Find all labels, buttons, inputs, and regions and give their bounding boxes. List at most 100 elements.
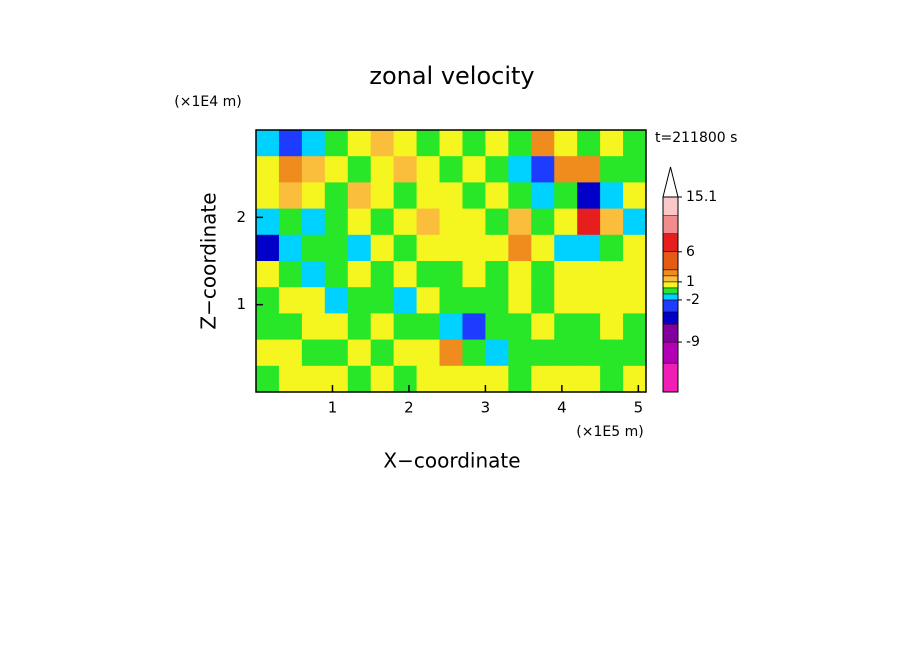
contour-cell [485,339,509,367]
contour-cell [370,261,395,288]
contour-cell [508,339,532,367]
colorbar-tick-label: -2 [686,292,700,308]
contour-cell [301,130,326,157]
contour-cell [370,234,395,262]
contour-cell [623,156,647,183]
plot-frame [255,129,647,393]
x-axis-title: X−coordinate [383,449,520,473]
contour-cell [256,234,280,262]
colorbar-frame [662,196,679,393]
colorbar-tick-label: -9 [686,334,700,350]
contour-cell [416,182,441,210]
contour-cell [577,261,601,288]
colorbar-extension [662,166,679,198]
contour-cell [577,130,601,157]
contour-cell [370,156,395,183]
colorbar-segment [662,251,679,271]
contour-cell [347,287,372,314]
contour-cell [301,287,326,314]
contour-cell [393,208,418,236]
contour-cell [439,156,463,183]
contour-cell [301,208,326,236]
contour-cell [393,287,418,314]
contour-cell [278,313,303,341]
contour-cell [508,130,532,157]
contour-cell [324,130,349,157]
contour-cell [278,156,303,183]
contour-cell [324,208,349,236]
contour-cell [577,156,601,183]
x-unit: (×1E5 m) [576,424,643,440]
contour-cell [508,208,532,236]
contour-cell [324,339,349,367]
contour-cell [439,313,463,341]
contour-cell [485,261,509,288]
contour-cell [256,261,280,288]
contour-cell [531,287,555,314]
contour-cell [439,182,463,210]
contour-cell [462,208,486,236]
colorbar-segment [662,196,679,216]
contour-cell [256,339,280,367]
contour-cell [347,313,372,341]
contour-cell [256,313,280,341]
contour-cell [256,208,280,236]
contour-cell [531,234,555,262]
x-tick-label: 2 [404,399,414,417]
contour-cell [439,339,463,367]
colorbar-segment [662,215,679,234]
contour-cell [554,313,578,341]
contour-cell [600,156,624,183]
contour-cell [416,130,441,157]
contour-cell [416,261,441,288]
contour-cell [508,287,532,314]
contour-cell [531,156,555,183]
contour-cell [256,365,280,393]
contour-cell [439,261,463,288]
contour-cell [554,287,578,314]
contour-cell [278,208,303,236]
contour-cell [370,287,395,314]
y-tick-label: 1 [236,295,246,313]
contour-cell [324,313,349,341]
contour-cell [439,208,463,236]
contour-cell [577,287,601,314]
contour-cell [324,182,349,210]
contour-cell [347,208,372,236]
contour-cell [577,365,601,393]
contour-cell [301,234,326,262]
contour-cell [577,182,601,210]
contour-cell [623,182,647,210]
contour-cell [554,208,578,236]
contour-cell [462,339,486,367]
x-tick-label: 3 [481,399,491,417]
contour-cell [256,287,280,314]
contour-cell [301,156,326,183]
contour-cell [278,365,303,393]
contour-cell [485,130,509,157]
contour-cell [393,234,418,262]
contour-cell [623,365,647,393]
contour-cell [301,182,326,210]
contour-cell [462,130,486,157]
contour-cell [278,261,303,288]
contour-cell [439,234,463,262]
colorbar-segment [662,233,679,253]
colorbar-segment [662,275,679,283]
contour-cell [393,156,418,183]
contour-cell [278,234,303,262]
contour-cell [301,261,326,288]
contour-cell [256,182,280,210]
contour-cell [462,313,486,341]
contour-cell [301,365,326,393]
contour-cell [416,234,441,262]
contour-cell [370,208,395,236]
contour-cell [278,182,303,210]
contour-cell [462,287,486,314]
y-axis-title: Z−coordinate [197,192,221,329]
contour-cell [554,261,578,288]
contour-cell [508,365,532,393]
contour-cell [324,287,349,314]
contour-cell [347,130,372,157]
x-tick-label: 1 [328,399,338,417]
